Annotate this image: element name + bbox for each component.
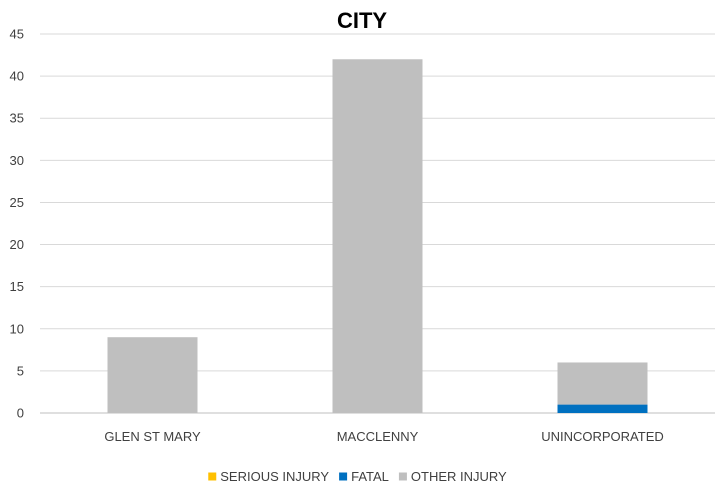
legend-label: SERIOUS INJURY (220, 469, 329, 484)
y-tick-label: 40 (10, 69, 24, 84)
bar-fatal (557, 404, 648, 413)
legend-item: FATAL (339, 469, 389, 484)
bar-other-injury (332, 59, 423, 414)
legend: SERIOUS INJURY FATAL OTHER INJURY (208, 469, 507, 484)
y-tick-label: 45 (10, 27, 24, 42)
legend-swatch (339, 472, 348, 481)
bars (107, 59, 648, 414)
legend-item: SERIOUS INJURY (208, 469, 329, 484)
y-tick-label: 0 (17, 406, 24, 421)
x-tick-label: UNINCORPORATED (541, 429, 664, 444)
y-tick-label: 25 (10, 195, 24, 210)
y-tick-label: 10 (10, 321, 24, 336)
y-axis-ticks: 0 5 10 15 20 25 30 35 40 45 (10, 27, 24, 421)
x-axis-labels: GLEN ST MARY MACCLENNY UNINCORPORATED (104, 429, 663, 444)
bar-other-injury (557, 362, 648, 405)
legend-label: OTHER INJURY (411, 469, 507, 484)
chart-title: CITY (337, 8, 387, 33)
legend-swatch (208, 472, 217, 481)
y-tick-label: 30 (10, 153, 24, 168)
bar-other-injury (107, 337, 198, 413)
legend-label: FATAL (351, 469, 389, 484)
y-tick-label: 35 (10, 111, 24, 126)
y-tick-label: 15 (10, 279, 24, 294)
x-tick-label: GLEN ST MARY (104, 429, 201, 444)
x-tick-label: MACCLENNY (337, 429, 419, 444)
y-tick-label: 5 (17, 363, 24, 378)
y-tick-label: 20 (10, 237, 24, 252)
legend-swatch (398, 472, 407, 481)
legend-item: OTHER INJURY (398, 469, 507, 484)
